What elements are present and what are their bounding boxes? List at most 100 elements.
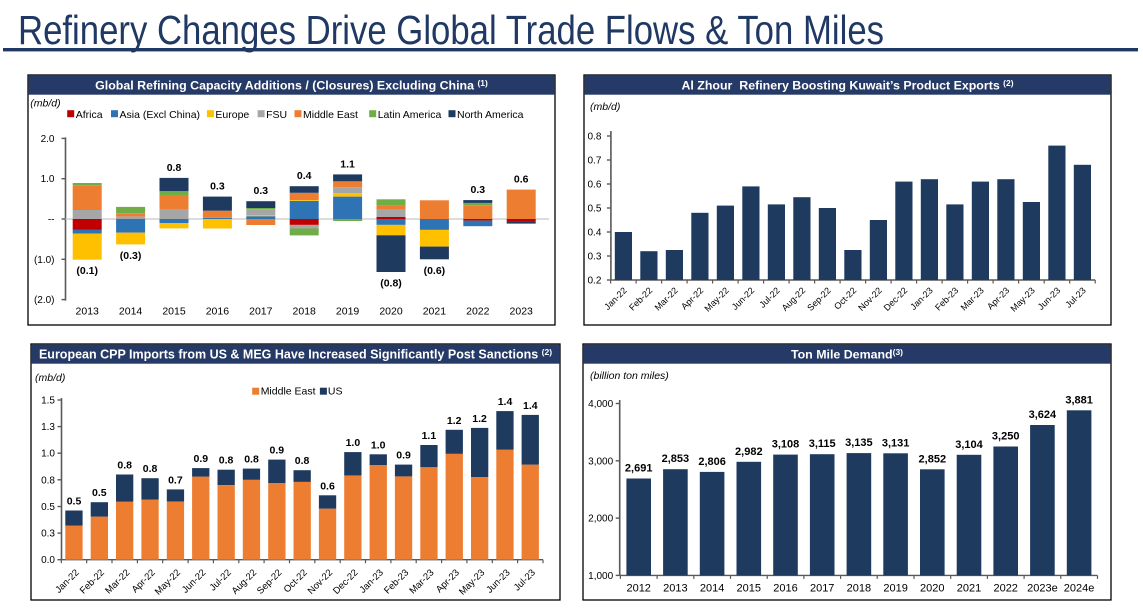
svg-text:2014: 2014 (119, 306, 143, 318)
svg-text:0.3: 0.3 (253, 185, 268, 197)
svg-text:2,852: 2,852 (919, 453, 947, 465)
svg-text:2021: 2021 (423, 306, 447, 318)
svg-text:2018: 2018 (293, 306, 317, 318)
svg-text:0.5: 0.5 (41, 502, 55, 513)
svg-text:(1.0): (1.0) (34, 255, 55, 266)
svg-text:(0.3): (0.3) (120, 250, 142, 262)
svg-text:(0.1): (0.1) (76, 265, 98, 277)
svg-text:2,691: 2,691 (625, 463, 653, 475)
svg-text:3,115: 3,115 (809, 438, 836, 450)
svg-text:2020: 2020 (379, 306, 403, 318)
svg-text:0.8: 0.8 (219, 455, 234, 467)
svg-text:0.7: 0.7 (587, 156, 601, 167)
svg-text:0.9: 0.9 (396, 450, 411, 462)
svg-text:--: -- (48, 215, 55, 226)
svg-text:2021: 2021 (957, 583, 981, 595)
svg-text:2018: 2018 (847, 583, 871, 595)
svg-text:(mb/d): (mb/d) (35, 372, 65, 384)
svg-text:1.0: 1.0 (371, 439, 386, 451)
svg-text:Middle East: Middle East (303, 109, 358, 121)
svg-text:0.8: 0.8 (143, 463, 158, 475)
svg-text:2022: 2022 (466, 306, 490, 318)
svg-text:0.6: 0.6 (514, 174, 529, 186)
svg-text:0.5: 0.5 (587, 204, 601, 215)
svg-text:1.2: 1.2 (472, 413, 487, 425)
svg-text:Ton Mile Demand(3): Ton Mile Demand(3) (791, 347, 903, 362)
svg-text:2,853: 2,853 (662, 453, 690, 465)
svg-text:Global Refining Capacity Addit: Global Refining Capacity Additions / (Cl… (95, 78, 488, 93)
svg-text:0.6: 0.6 (587, 180, 601, 191)
svg-text:0.8: 0.8 (41, 475, 55, 486)
svg-text:2022: 2022 (993, 583, 1017, 595)
svg-text:Africa: Africa (76, 109, 103, 121)
svg-text:0.2: 0.2 (587, 276, 601, 287)
svg-text:1.1: 1.1 (340, 158, 355, 170)
svg-text:2020: 2020 (920, 583, 944, 595)
svg-text:2,982: 2,982 (735, 446, 763, 458)
svg-text:(mb/d): (mb/d) (590, 101, 620, 113)
svg-text:1.0: 1.0 (346, 437, 361, 449)
svg-text:(mb/d): (mb/d) (30, 98, 60, 110)
svg-text:3,000: 3,000 (588, 456, 613, 467)
svg-text:(0.6): (0.6) (424, 265, 446, 277)
svg-text:0.5: 0.5 (67, 496, 82, 508)
svg-text:2013: 2013 (76, 306, 100, 318)
svg-text:0.8: 0.8 (167, 162, 182, 174)
svg-text:1.1: 1.1 (422, 430, 437, 442)
svg-text:0.8: 0.8 (295, 455, 310, 467)
svg-text:Middle East: Middle East (261, 386, 316, 398)
svg-text:3,108: 3,108 (772, 439, 800, 451)
svg-text:1.2: 1.2 (447, 415, 462, 427)
svg-text:0.5: 0.5 (92, 487, 107, 499)
svg-text:1.3: 1.3 (41, 422, 55, 433)
svg-text:2,806: 2,806 (698, 456, 726, 468)
svg-text:0.9: 0.9 (193, 453, 208, 465)
svg-text:2023: 2023 (510, 306, 534, 318)
svg-text:0.3: 0.3 (210, 181, 225, 193)
svg-text:FSU: FSU (266, 109, 287, 121)
svg-text:0.3: 0.3 (470, 184, 485, 196)
svg-text:1.4: 1.4 (498, 396, 513, 408)
svg-text:3,250: 3,250 (992, 431, 1020, 443)
svg-text:3,881: 3,881 (1065, 394, 1093, 406)
svg-text:(billion ton miles): (billion ton miles) (590, 370, 669, 382)
svg-text:1.0: 1.0 (41, 449, 55, 460)
svg-text:Refinery Changes Drive Global: Refinery Changes Drive Global Trade Flow… (18, 7, 884, 53)
svg-text:European CPP Imports from US &: European CPP Imports from US & MEG Have … (39, 347, 552, 362)
svg-text:2016: 2016 (773, 583, 797, 595)
svg-text:(0.8): (0.8) (380, 278, 402, 290)
svg-text:0.8: 0.8 (117, 460, 132, 472)
svg-text:2016: 2016 (206, 306, 230, 318)
svg-text:3,131: 3,131 (882, 437, 910, 449)
svg-text:3,104: 3,104 (955, 439, 983, 451)
svg-text:2017: 2017 (810, 583, 834, 595)
svg-text:0.8: 0.8 (244, 454, 259, 466)
svg-text:Asia (Excl China): Asia (Excl China) (120, 109, 201, 121)
svg-text:3,135: 3,135 (845, 437, 873, 449)
svg-text:US: US (328, 386, 343, 398)
svg-text:2024e: 2024e (1064, 583, 1095, 595)
svg-text:(2.0): (2.0) (34, 295, 55, 306)
svg-text:0.6: 0.6 (320, 480, 335, 492)
svg-text:2019: 2019 (336, 306, 360, 318)
svg-text:North America: North America (457, 109, 524, 121)
svg-text:3,624: 3,624 (1029, 409, 1057, 421)
svg-text:1,000: 1,000 (588, 571, 613, 582)
svg-text:0.0: 0.0 (41, 555, 55, 566)
svg-text:2014: 2014 (700, 583, 724, 595)
svg-text:0.3: 0.3 (587, 252, 601, 263)
svg-text:2019: 2019 (883, 583, 907, 595)
svg-text:2015: 2015 (737, 583, 761, 595)
svg-text:0.9: 0.9 (269, 445, 284, 457)
svg-text:2.0: 2.0 (41, 134, 55, 145)
svg-text:0.4: 0.4 (297, 170, 312, 182)
svg-text:0.4: 0.4 (587, 228, 601, 239)
svg-text:Al Zhour Refinery Boosting Ku: Al Zhour Refinery Boosting Kuwait’s Prod… (681, 78, 1013, 93)
svg-text:2013: 2013 (663, 583, 687, 595)
svg-text:2,000: 2,000 (588, 514, 613, 525)
svg-text:2012: 2012 (626, 583, 650, 595)
svg-text:1.5: 1.5 (41, 396, 55, 407)
svg-text:2015: 2015 (162, 306, 186, 318)
svg-text:2017: 2017 (249, 306, 273, 318)
svg-text:Europe: Europe (215, 109, 249, 121)
